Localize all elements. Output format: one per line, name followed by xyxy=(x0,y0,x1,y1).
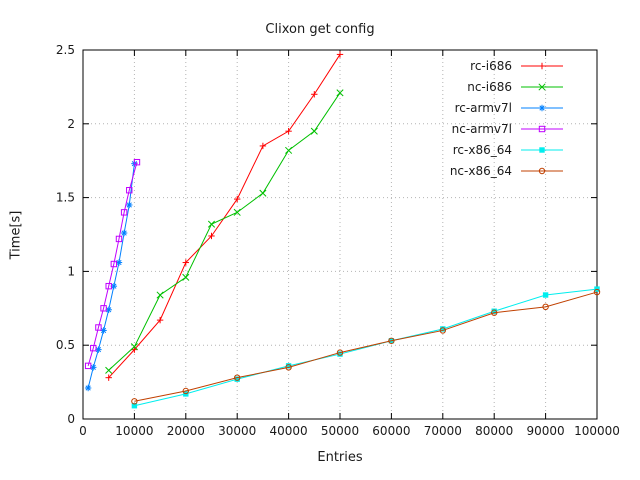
x-tick-label: 40000 xyxy=(270,424,308,438)
legend-label-nc-i686: nc-i686 xyxy=(467,80,512,94)
legend-label-nc-armv7l: nc-armv7l xyxy=(452,122,512,136)
y-tick-label: 0.5 xyxy=(56,338,75,352)
x-tick-label: 90000 xyxy=(527,424,565,438)
legend-label-rc-i686: rc-i686 xyxy=(470,59,512,73)
series-nc-armv7l xyxy=(84,158,141,370)
y-tick-label: 2 xyxy=(67,117,75,131)
x-tick-label: 60000 xyxy=(372,424,410,438)
y-tick-label: 1 xyxy=(67,264,75,278)
legend-label-nc-x86_64: nc-x86_64 xyxy=(450,164,512,178)
y-tick-label: 2.5 xyxy=(56,43,75,57)
series-nc-i686 xyxy=(105,89,344,374)
legend-label-rc-armv7l: rc-armv7l xyxy=(455,101,512,115)
x-tick-label: 50000 xyxy=(321,424,359,438)
series-rc-i686 xyxy=(105,51,344,381)
legend-label-rc-x86_64: rc-x86_64 xyxy=(453,143,512,157)
series-rc-x86_64 xyxy=(131,286,600,409)
legend: rc-i686 nc-i686 rc-armv7l nc-armv7l rc-x86_6… xyxy=(450,59,563,178)
x-tick-label: 20000 xyxy=(167,424,205,438)
x-tick-label: 30000 xyxy=(218,424,256,438)
x-tick-label: 70000 xyxy=(424,424,462,438)
y-tick-label: 1.5 xyxy=(56,191,75,205)
y-tick-label: 0 xyxy=(67,412,75,426)
x-tick-label: 100000 xyxy=(574,424,620,438)
x-axis-label: Entries xyxy=(317,450,363,465)
axes: 0 10000 20000 30000 40000 50000 60000 70000 8000… xyxy=(56,43,620,438)
chart-title: Clixon get config xyxy=(265,22,375,37)
grid xyxy=(83,50,597,419)
series-nc-x86_64 xyxy=(131,288,601,405)
x-tick-label: 10000 xyxy=(115,424,153,438)
x-tick-label: 0 xyxy=(79,424,87,438)
x-tick-label: 80000 xyxy=(475,424,513,438)
plot-border xyxy=(82,49,598,420)
